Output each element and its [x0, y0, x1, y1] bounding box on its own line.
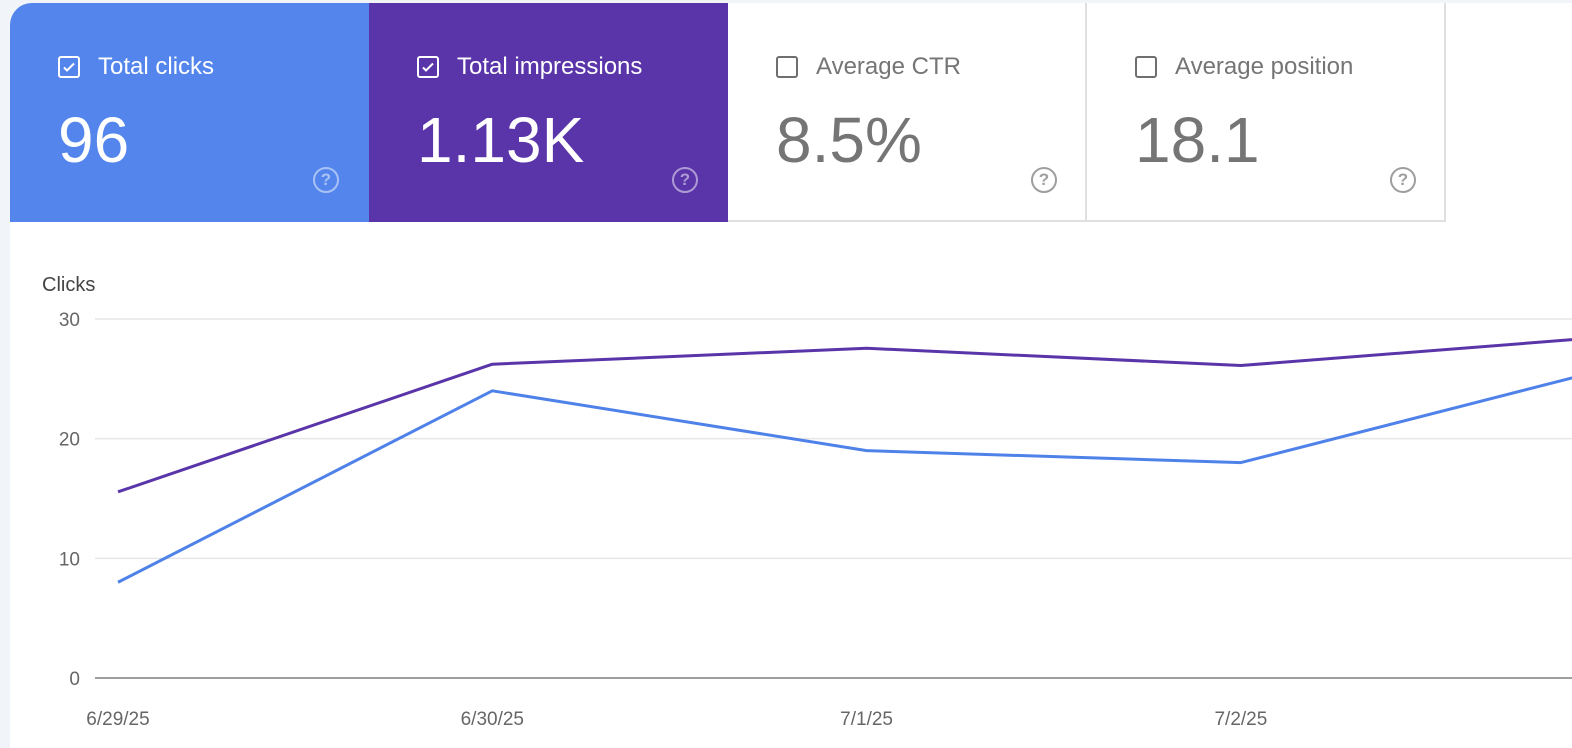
y-axis-label: Clicks: [42, 274, 96, 296]
y-tick-label: 0: [69, 669, 80, 690]
clicks-line: [117, 376, 1572, 584]
x-tick-label: 6/30/25: [461, 709, 524, 730]
total-impressions-card[interactable]: Total impressions 1.13K ?: [369, 3, 728, 222]
impressions-line: [117, 338, 1572, 494]
checkbox-checked-icon[interactable]: [58, 56, 80, 78]
performance-panel: Total clicks 96 ? Total impressions 1.13…: [10, 3, 1572, 748]
card-value: 18.1: [1135, 104, 1260, 176]
card-value: 96: [58, 104, 130, 176]
average-position-card[interactable]: Average position 18.1 ?: [1087, 3, 1446, 222]
x-tick-label: 7/2/25: [1214, 709, 1267, 730]
card-label: Average position: [1175, 53, 1354, 80]
help-icon[interactable]: ?: [1031, 167, 1057, 193]
help-icon[interactable]: ?: [1390, 167, 1416, 193]
checkbox-unchecked-icon[interactable]: [776, 56, 798, 78]
metric-cards: Total clicks 96 ? Total impressions 1.13…: [10, 3, 1446, 222]
x-tick-label: 7/1/25: [840, 709, 893, 730]
average-ctr-card[interactable]: Average CTR 8.5% ?: [728, 3, 1087, 222]
checkbox-checked-icon[interactable]: [417, 56, 439, 78]
card-label: Total clicks: [98, 53, 215, 80]
help-icon[interactable]: ?: [672, 167, 698, 193]
y-tick-label: 10: [59, 549, 80, 570]
card-label: Average CTR: [816, 53, 961, 80]
performance-chart: 0 10 20 30 6/29/25 6/30/25 7/1/25 7/2/25: [59, 310, 1572, 730]
card-value: 8.5%: [776, 104, 922, 176]
help-icon[interactable]: ?: [313, 167, 339, 193]
card-label: Total impressions: [457, 53, 643, 80]
card-value: 1.13K: [417, 104, 585, 176]
y-tick-label: 30: [59, 310, 80, 331]
y-tick-label: 20: [59, 430, 80, 451]
x-tick-label: 6/29/25: [86, 709, 149, 730]
checkbox-unchecked-icon[interactable]: [1135, 56, 1157, 78]
total-clicks-card[interactable]: Total clicks 96 ?: [10, 3, 369, 222]
